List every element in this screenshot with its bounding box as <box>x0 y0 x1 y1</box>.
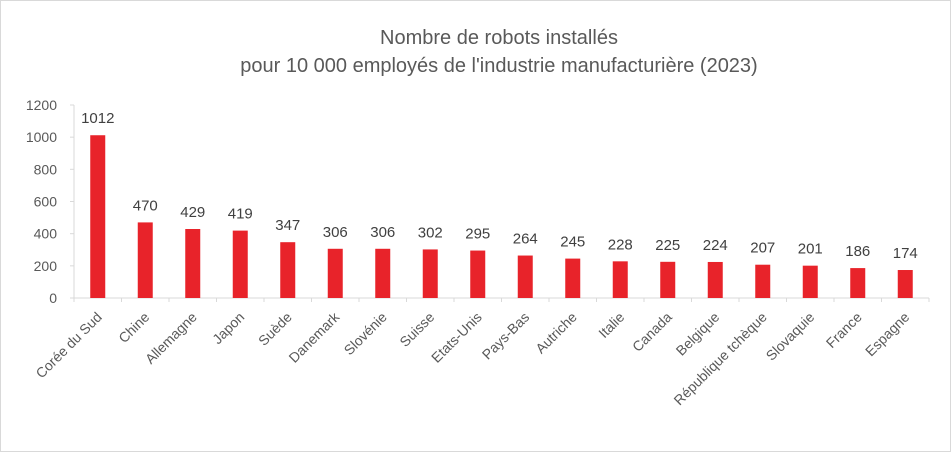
bar-value-label: 201 <box>798 241 823 258</box>
bar-value-label: 1012 <box>81 110 114 127</box>
bar-value-label: 302 <box>418 224 443 241</box>
x-category-label: Autriche <box>532 309 580 357</box>
bar-value-label: 174 <box>893 245 918 262</box>
y-tick-label: 800 <box>34 161 58 177</box>
x-category-label: Pays-Bas <box>479 309 533 363</box>
bar <box>517 255 533 298</box>
bar <box>327 248 343 298</box>
bar <box>660 261 676 298</box>
chart-title-line-1: Nombre de robots installés <box>380 27 618 49</box>
bar <box>850 268 866 298</box>
bar-value-label: 470 <box>133 197 158 214</box>
bar-value-label: 225 <box>655 237 680 254</box>
chart-title-line-2: pour 10 000 employés de l'industrie manu… <box>240 55 757 77</box>
bar <box>422 249 438 298</box>
bar-value-label: 245 <box>560 234 585 251</box>
y-tick-label: 400 <box>34 226 58 242</box>
bar <box>280 242 296 298</box>
x-category-label: Japon <box>209 309 247 347</box>
bar-value-label: 224 <box>703 237 728 254</box>
bar-value-label: 228 <box>608 236 633 253</box>
bar <box>755 264 771 298</box>
bar-value-label: 419 <box>228 206 253 223</box>
x-category-label: Suède <box>255 309 295 349</box>
bar-value-label: 306 <box>323 224 348 241</box>
x-category-label: Chine <box>115 309 152 346</box>
x-category-label: Corée du Sud <box>32 309 104 381</box>
x-category-label: Espagne <box>862 309 913 360</box>
bar <box>90 135 106 298</box>
x-category-label: Danemark <box>285 308 343 366</box>
x-category-label: Slovénie <box>341 309 390 358</box>
bar <box>707 261 723 298</box>
bar <box>565 258 581 298</box>
bar-value-label: 207 <box>750 240 775 257</box>
x-category-label: Slovaquie <box>763 309 818 364</box>
bar-value-label: 295 <box>465 226 490 243</box>
x-category-label: Etats-Unis <box>428 309 485 366</box>
bar <box>137 222 153 298</box>
bar <box>375 248 391 298</box>
x-category-label: France <box>823 309 865 351</box>
bar <box>470 250 486 298</box>
bar-value-label: 264 <box>513 231 538 248</box>
y-tick-label: 200 <box>34 258 58 274</box>
x-category-label: Italie <box>595 309 627 341</box>
bar <box>185 229 201 298</box>
bar <box>232 230 248 298</box>
bar <box>612 261 628 298</box>
bar-value-label: 347 <box>275 217 300 234</box>
bar-value-label: 306 <box>370 224 395 241</box>
bar-value-label: 186 <box>845 243 870 260</box>
bar <box>802 265 818 298</box>
x-category-label: Suisse <box>396 309 437 350</box>
y-tick-label: 600 <box>34 194 58 210</box>
y-tick-label: 0 <box>49 290 57 306</box>
bar-value-label: 429 <box>180 204 205 221</box>
x-category-label: République tchèque <box>670 309 770 409</box>
y-tick-label: 1200 <box>26 97 57 113</box>
bar <box>897 270 913 298</box>
y-tick-label: 1000 <box>26 129 57 145</box>
x-category-label: Canada <box>629 309 675 355</box>
x-category-label: Allemagne <box>142 309 200 367</box>
